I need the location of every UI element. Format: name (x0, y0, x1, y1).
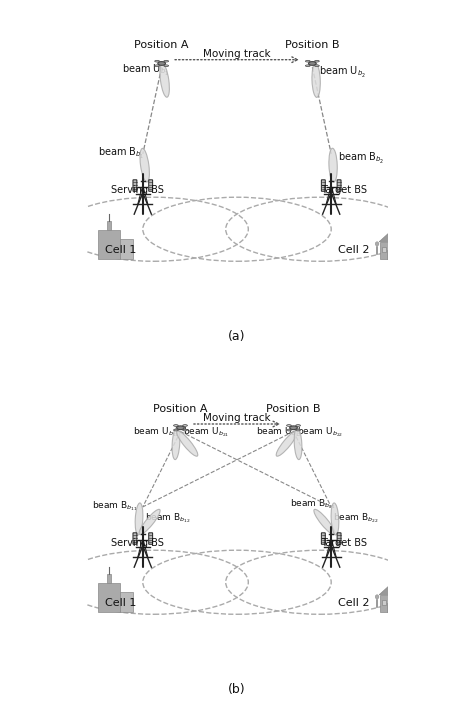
Ellipse shape (160, 64, 169, 97)
FancyBboxPatch shape (149, 533, 153, 544)
Bar (120, 592, 133, 612)
Text: Position A: Position A (153, 404, 208, 414)
Ellipse shape (140, 148, 149, 182)
Text: Target BS: Target BS (321, 539, 367, 549)
Ellipse shape (375, 594, 379, 599)
Bar (107, 221, 111, 230)
Text: Position B: Position B (285, 40, 339, 49)
Text: beam B$_{b_{12}}$: beam B$_{b_{12}}$ (145, 511, 191, 525)
Ellipse shape (182, 424, 187, 426)
Text: (b): (b) (228, 683, 246, 696)
Bar (107, 574, 111, 583)
Ellipse shape (173, 424, 178, 426)
FancyBboxPatch shape (321, 180, 325, 191)
Text: Moving track: Moving track (203, 49, 271, 59)
Text: Serving BS: Serving BS (111, 539, 164, 549)
Text: beam B$_{b_{21}}$: beam B$_{b_{21}}$ (290, 498, 336, 511)
Bar (387, 603, 392, 612)
FancyBboxPatch shape (321, 533, 325, 544)
Ellipse shape (309, 61, 316, 66)
Ellipse shape (177, 431, 198, 456)
Ellipse shape (312, 64, 320, 97)
Text: beam B$_{b_2}$: beam B$_{b_2}$ (338, 151, 384, 167)
Text: beam U$_{b_{21}}$: beam U$_{b_{21}}$ (183, 426, 230, 439)
Bar (380, 241, 401, 259)
Ellipse shape (158, 61, 165, 66)
Polygon shape (379, 585, 402, 594)
Text: beam U$_{b_2}$: beam U$_{b_2}$ (319, 65, 366, 80)
Ellipse shape (177, 426, 184, 430)
Ellipse shape (315, 65, 319, 66)
Text: Moving track: Moving track (203, 413, 271, 423)
FancyBboxPatch shape (133, 180, 137, 191)
Text: Position A: Position A (135, 40, 189, 49)
Bar (98, 230, 120, 259)
Ellipse shape (305, 60, 310, 62)
Bar (382, 600, 386, 605)
Text: beam U$_{b_{12}}$: beam U$_{b_{12}}$ (256, 426, 302, 439)
Ellipse shape (164, 60, 169, 62)
Text: beam B$_{b_{11}}$: beam B$_{b_{11}}$ (92, 500, 138, 513)
Text: beam U$_{b_{22}}$: beam U$_{b_{22}}$ (297, 426, 343, 439)
Text: Cell 2: Cell 2 (338, 597, 370, 608)
Ellipse shape (287, 429, 292, 431)
Text: beam B$_{b_1}$: beam B$_{b_1}$ (98, 145, 144, 161)
Ellipse shape (155, 65, 159, 66)
Text: Cell 1: Cell 1 (104, 244, 136, 255)
Text: beam U$_{b_{11}}$: beam U$_{b_{11}}$ (133, 426, 180, 439)
Text: Cell 1: Cell 1 (104, 597, 136, 608)
Bar (382, 247, 386, 252)
Text: beam B$_{b_{22}}$: beam B$_{b_{22}}$ (333, 511, 379, 525)
FancyBboxPatch shape (149, 180, 153, 191)
Text: beam U$_{b_1}$: beam U$_{b_1}$ (122, 63, 169, 78)
Bar (380, 594, 401, 612)
Ellipse shape (375, 241, 379, 246)
FancyBboxPatch shape (337, 533, 341, 544)
Text: Position B: Position B (266, 404, 321, 414)
Bar (98, 583, 120, 612)
Text: Cell 2: Cell 2 (338, 244, 370, 255)
Ellipse shape (296, 424, 301, 426)
Ellipse shape (139, 509, 160, 534)
Ellipse shape (173, 429, 178, 431)
Ellipse shape (182, 429, 187, 431)
Ellipse shape (294, 428, 302, 460)
Bar (387, 250, 392, 259)
Ellipse shape (290, 426, 297, 430)
Ellipse shape (276, 431, 297, 456)
Ellipse shape (331, 503, 339, 535)
Polygon shape (379, 232, 402, 241)
Ellipse shape (164, 65, 169, 66)
Ellipse shape (172, 428, 180, 460)
Ellipse shape (287, 424, 292, 426)
Ellipse shape (329, 148, 337, 182)
Ellipse shape (135, 503, 143, 535)
Bar (120, 239, 133, 259)
Ellipse shape (155, 60, 159, 62)
FancyBboxPatch shape (337, 180, 341, 191)
Text: Target BS: Target BS (321, 186, 367, 196)
Ellipse shape (296, 429, 301, 431)
Ellipse shape (305, 65, 310, 66)
Text: Serving BS: Serving BS (111, 186, 164, 196)
FancyBboxPatch shape (133, 533, 137, 544)
Ellipse shape (314, 509, 335, 534)
Text: (a): (a) (228, 330, 246, 343)
Ellipse shape (315, 60, 319, 62)
